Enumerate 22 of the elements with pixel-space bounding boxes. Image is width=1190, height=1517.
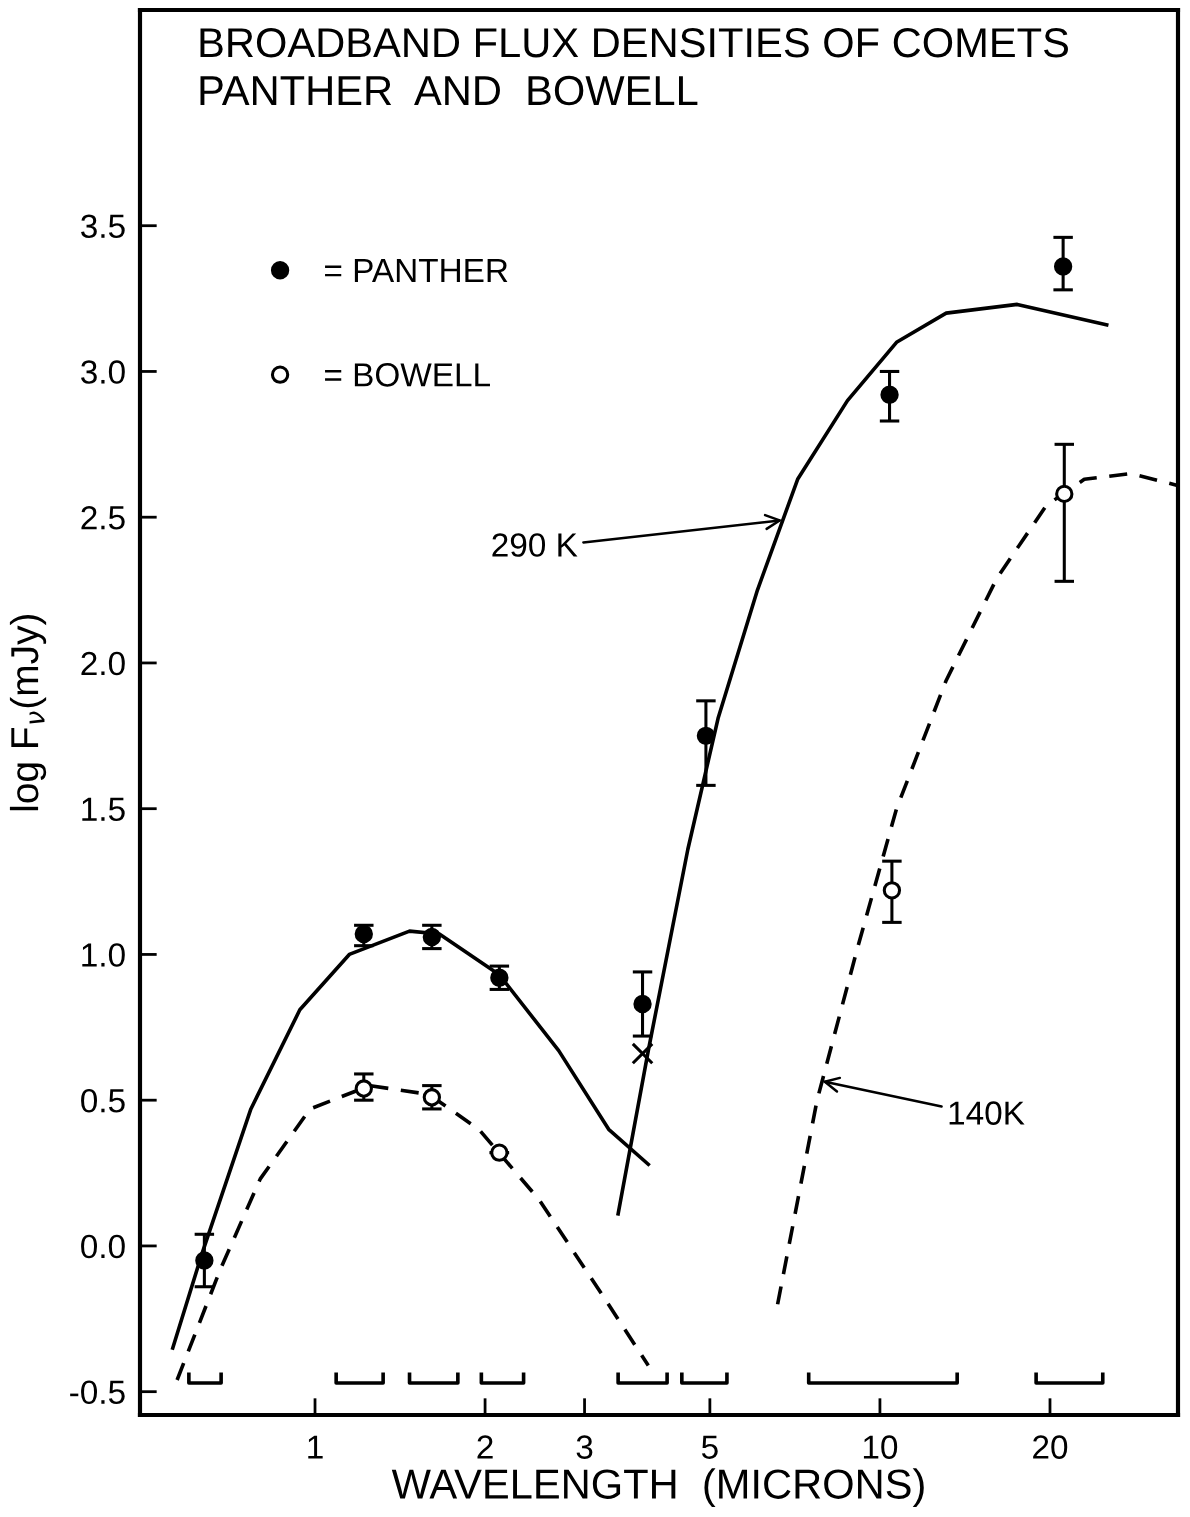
y-tick-label: 0.0	[81, 1234, 125, 1259]
legend-label: = PANTHER	[325, 259, 508, 282]
x-tick-label: 10	[863, 1435, 898, 1459]
x-tick-label: 5	[701, 1435, 718, 1459]
y-tick-label: 2.5	[81, 506, 125, 530]
x-tick-label: 2	[477, 1435, 493, 1459]
x-tick-label: 20	[1033, 1435, 1068, 1459]
y-tick-label: 0.5	[81, 1088, 125, 1113]
annotation: 290 K	[492, 533, 578, 557]
y-tick-label: 1.5	[82, 797, 125, 822]
legend-label: = BOWELL	[325, 363, 490, 387]
text: BROADBAND FLUX DENSITIES OF COMETS PANTHER AND BOWELL	[200, 27, 1068, 106]
x-axis-title: WAVELENGTH (MICRONS)	[391, 1468, 924, 1508]
y-tick-label: 3.5	[81, 214, 125, 239]
y-tick-label: 1.0	[82, 943, 125, 967]
y-axis-title: log F$_{ν}$(mJy)	[9, 614, 47, 811]
annotation: 140K	[949, 1101, 1025, 1125]
y-tick-label: -0.5	[70, 1380, 125, 1405]
x-tick-label: 3	[576, 1435, 593, 1459]
x-tick-label: 1	[308, 1435, 323, 1459]
y-tick-label: 3.0	[81, 360, 125, 384]
y-tick-label: 2.0	[81, 651, 125, 676]
